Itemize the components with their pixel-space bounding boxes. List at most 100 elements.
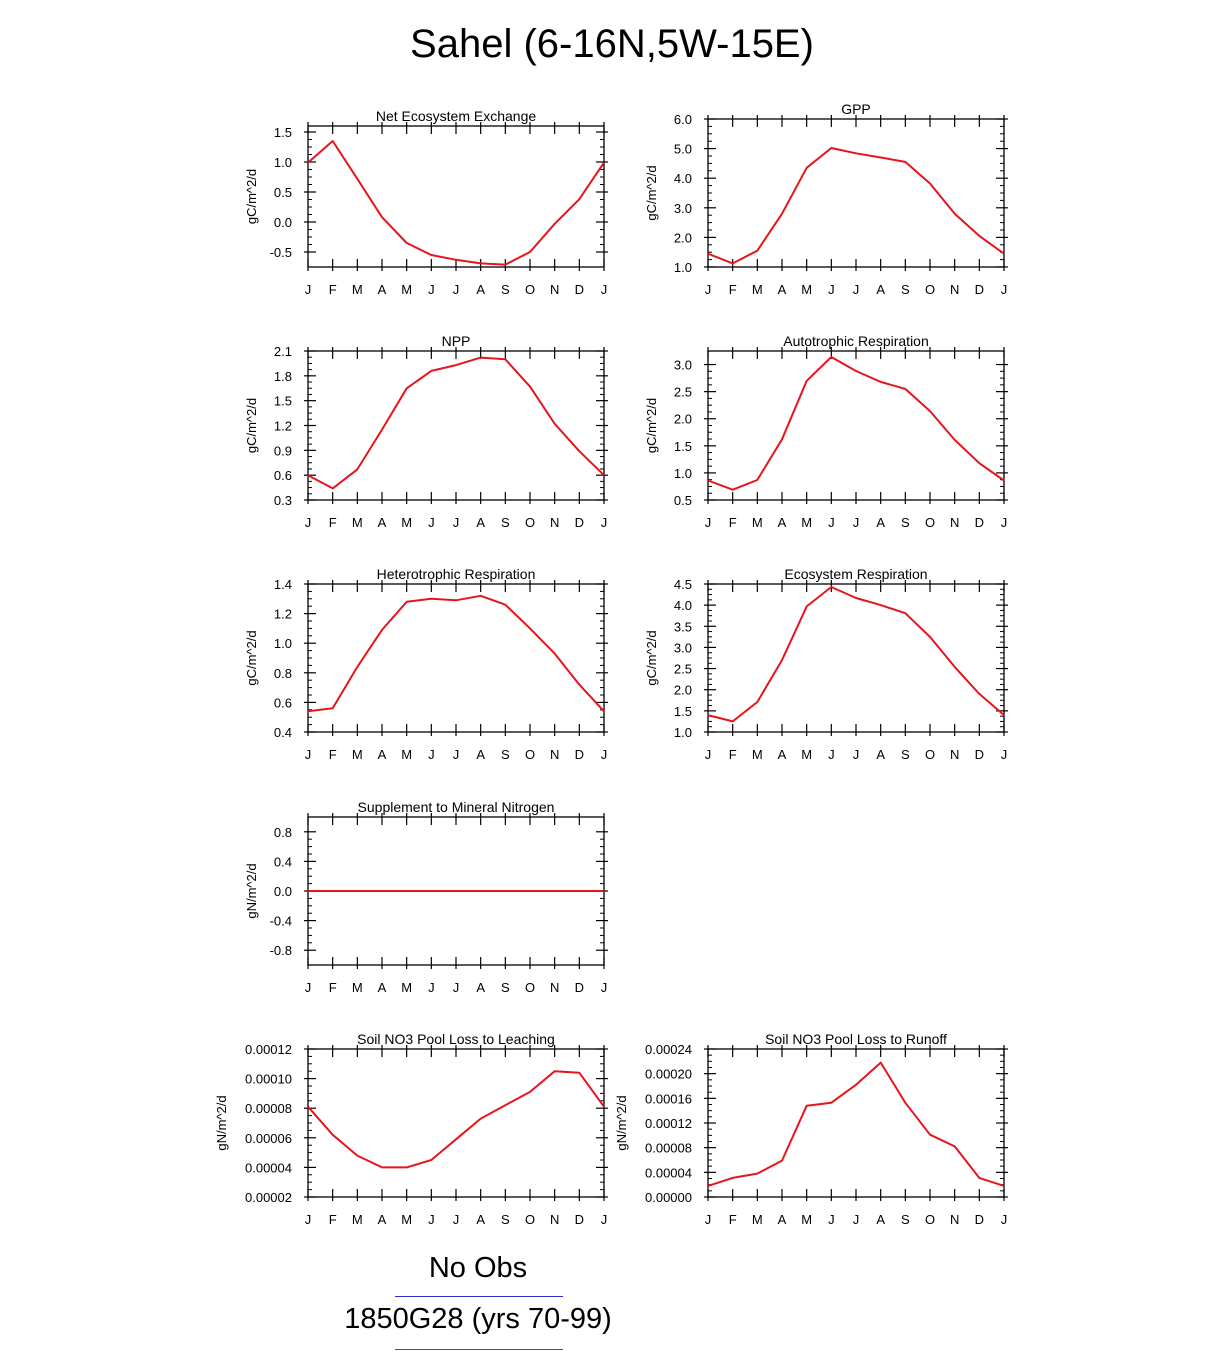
y-axis-label: gC/m^2/d bbox=[644, 630, 659, 685]
x-tick-label: O bbox=[925, 282, 935, 297]
x-tick-label: S bbox=[501, 282, 510, 297]
plot-frame bbox=[707, 118, 1005, 268]
y-tick-label: 4.0 bbox=[674, 171, 692, 186]
x-tick-label: J bbox=[428, 980, 435, 995]
x-tick-label: J bbox=[453, 282, 460, 297]
x-tick-label: M bbox=[401, 747, 412, 762]
x-tick-label: A bbox=[876, 1212, 885, 1227]
x-tick-label: S bbox=[901, 747, 910, 762]
x-tick-label: J bbox=[453, 515, 460, 530]
y-tick-label: 0.00008 bbox=[645, 1141, 692, 1156]
x-tick-label: A bbox=[476, 747, 485, 762]
plot-frame bbox=[707, 583, 1005, 733]
x-tick-label: M bbox=[801, 282, 812, 297]
panel-title: Soil NO3 Pool Loss to Runoff bbox=[765, 1031, 947, 1047]
panel-title: Net Ecosystem Exchange bbox=[376, 108, 537, 124]
x-tick-label: A bbox=[778, 515, 787, 530]
y-tick-label: 1.4 bbox=[274, 577, 292, 592]
y-tick-label: 0.4 bbox=[274, 854, 292, 869]
x-tick-label: F bbox=[329, 980, 337, 995]
y-tick-label: 0.0 bbox=[274, 215, 292, 230]
y-tick-label: 0.00010 bbox=[245, 1072, 292, 1087]
y-axis-label: gC/m^2/d bbox=[644, 398, 659, 453]
x-tick-label: J bbox=[828, 515, 835, 530]
y-tick-label: 0.9 bbox=[274, 443, 292, 458]
y-axis-label: gC/m^2/d bbox=[244, 398, 259, 453]
y-tick-label: 1.5 bbox=[274, 125, 292, 140]
x-tick-label: M bbox=[352, 747, 363, 762]
x-tick-label: N bbox=[550, 515, 559, 530]
x-tick-label: J bbox=[428, 515, 435, 530]
x-tick-label: M bbox=[401, 515, 412, 530]
x-tick-label: J bbox=[705, 282, 712, 297]
y-tick-label: 0.4 bbox=[274, 725, 292, 740]
panel-title: Ecosystem Respiration bbox=[784, 566, 927, 582]
y-tick-label: 0.6 bbox=[274, 695, 292, 710]
x-tick-label: J bbox=[1001, 515, 1008, 530]
x-tick-label: M bbox=[352, 980, 363, 995]
y-tick-label: 1.0 bbox=[274, 155, 292, 170]
plot-frame bbox=[707, 350, 1005, 501]
x-tick-label: D bbox=[975, 515, 984, 530]
y-axis-label: gN/m^2/d bbox=[214, 1095, 229, 1150]
x-tick-label: S bbox=[901, 515, 910, 530]
x-tick-label: A bbox=[778, 282, 787, 297]
y-tick-label: 0.6 bbox=[274, 468, 292, 483]
x-tick-label: J bbox=[428, 747, 435, 762]
x-tick-label: J bbox=[601, 282, 608, 297]
panel-title: Soil NO3 Pool Loss to Leaching bbox=[357, 1031, 555, 1047]
x-tick-label: A bbox=[778, 747, 787, 762]
x-tick-label: M bbox=[352, 282, 363, 297]
x-tick-label: J bbox=[305, 282, 312, 297]
x-tick-label: A bbox=[378, 515, 387, 530]
y-axis-label: gC/m^2/d bbox=[644, 165, 659, 220]
x-tick-label: S bbox=[901, 282, 910, 297]
legend-model-label: 1850G28 (yrs 70-99) bbox=[344, 1303, 612, 1335]
x-tick-label: A bbox=[778, 1212, 787, 1227]
y-tick-label: 1.5 bbox=[274, 394, 292, 409]
y-tick-label: 1.2 bbox=[274, 607, 292, 622]
y-tick-label: -0.4 bbox=[270, 914, 292, 929]
panel-title: Autotrophic Respiration bbox=[783, 333, 929, 349]
x-tick-label: F bbox=[729, 1212, 737, 1227]
y-tick-label: 0.0 bbox=[274, 884, 292, 899]
x-tick-label: J bbox=[453, 980, 460, 995]
x-tick-label: J bbox=[601, 1212, 608, 1227]
series-line-model bbox=[707, 147, 1005, 265]
y-tick-label: 0.00002 bbox=[245, 1190, 292, 1205]
y-tick-label: 0.8 bbox=[274, 825, 292, 840]
x-tick-label: M bbox=[752, 282, 763, 297]
x-tick-label: A bbox=[876, 747, 885, 762]
x-tick-label: D bbox=[975, 747, 984, 762]
x-tick-label: F bbox=[329, 1212, 337, 1227]
x-tick-label: J bbox=[828, 1212, 835, 1227]
y-axis-label: gN/m^2/d bbox=[614, 1095, 629, 1150]
x-tick-label: J bbox=[705, 515, 712, 530]
x-tick-label: M bbox=[401, 1212, 412, 1227]
x-tick-label: D bbox=[575, 980, 584, 995]
panel-title: Supplement to Mineral Nitrogen bbox=[358, 799, 555, 815]
y-tick-label: 6.0 bbox=[674, 112, 692, 127]
x-tick-label: M bbox=[752, 515, 763, 530]
x-tick-label: F bbox=[729, 747, 737, 762]
x-tick-label: F bbox=[329, 747, 337, 762]
x-tick-label: J bbox=[853, 1212, 860, 1227]
x-tick-label: A bbox=[876, 282, 885, 297]
x-tick-label: J bbox=[305, 747, 312, 762]
x-tick-label: S bbox=[501, 1212, 510, 1227]
plot-frame bbox=[307, 350, 605, 501]
x-tick-label: A bbox=[378, 980, 387, 995]
x-tick-label: J bbox=[453, 747, 460, 762]
y-tick-label: 1.0 bbox=[274, 636, 292, 651]
plot-frame bbox=[307, 583, 605, 733]
plot-frame bbox=[307, 125, 605, 268]
x-tick-label: D bbox=[575, 282, 584, 297]
x-tick-label: M bbox=[801, 515, 812, 530]
x-tick-label: J bbox=[1001, 282, 1008, 297]
panel-title: Heterotrophic Respiration bbox=[377, 566, 536, 582]
y-tick-label: 0.00006 bbox=[245, 1131, 292, 1146]
x-tick-label: M bbox=[401, 980, 412, 995]
x-tick-label: M bbox=[752, 747, 763, 762]
x-tick-label: J bbox=[853, 515, 860, 530]
y-tick-label: 0.00024 bbox=[645, 1042, 692, 1057]
